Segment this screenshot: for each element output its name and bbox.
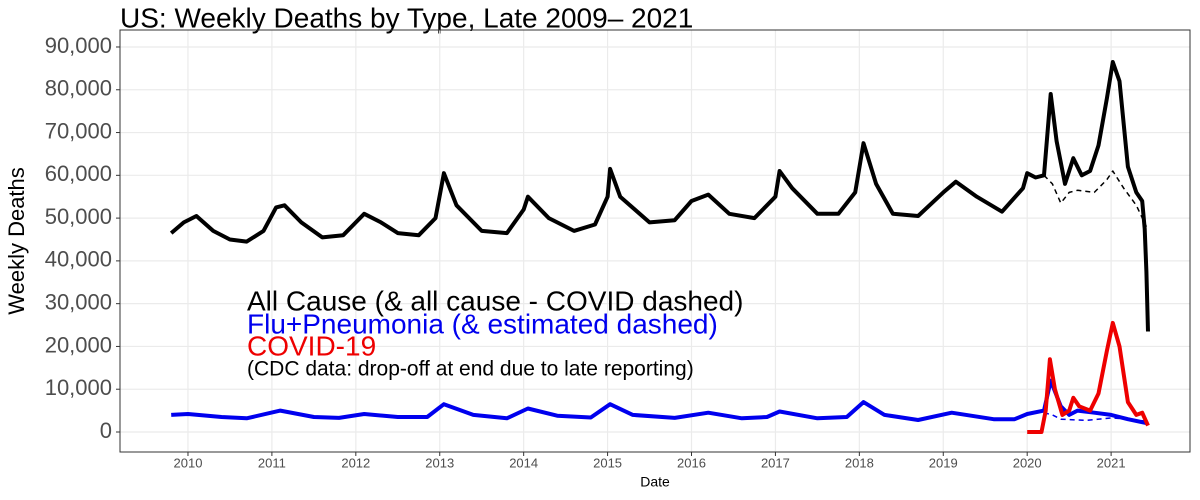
x-tick-label: 2012 (341, 455, 370, 470)
annotation: Flu+Pneumonia (& estimated dashed) (247, 308, 718, 339)
x-tick-label: 2014 (509, 455, 538, 470)
y-tick-label: 70,000 (45, 118, 112, 143)
x-tick-label: 2011 (258, 455, 286, 470)
x-tick-label: 2013 (425, 455, 454, 470)
x-axis-label: Date (640, 474, 670, 490)
y-tick-label: 0 (100, 418, 112, 443)
y-tick-label: 30,000 (45, 289, 112, 314)
series-line (1027, 320, 1150, 434)
x-tick-label: 2021 (1097, 455, 1126, 470)
y-tick-label: 20,000 (45, 332, 112, 357)
y-tick-label: 10,000 (45, 375, 112, 400)
y-axis-label: Weekly Deaths (4, 167, 29, 315)
y-tick-label: 80,000 (45, 76, 112, 101)
plot-border (119, 29, 1191, 453)
y-tick-label: 40,000 (45, 247, 112, 272)
series-line (1043, 411, 1149, 423)
series-line (1043, 170, 1148, 228)
chart-title: US: Weekly Deaths by Type, Late 2009– 20… (120, 2, 693, 33)
y-tick-label: 50,000 (45, 204, 112, 229)
annotation: COVID-19 (247, 330, 376, 361)
y-tick-label: 90,000 (45, 33, 112, 58)
x-tick-label: 2019 (929, 455, 958, 470)
x-tick-label: 2020 (1013, 455, 1042, 470)
x-tick-label: 2010 (174, 455, 203, 470)
x-tick-label: 2018 (845, 455, 874, 470)
annotation: (CDC data: drop-off at end due to late r… (247, 358, 694, 381)
x-tick-label: 2015 (593, 455, 622, 470)
x-tick-label: 2016 (677, 455, 706, 470)
y-tick-label: 60,000 (45, 161, 112, 186)
x-tick-label: 2017 (761, 455, 790, 470)
annotation: All Cause (& all cause - COVID dashed) (247, 285, 743, 316)
series-line (169, 60, 1150, 332)
